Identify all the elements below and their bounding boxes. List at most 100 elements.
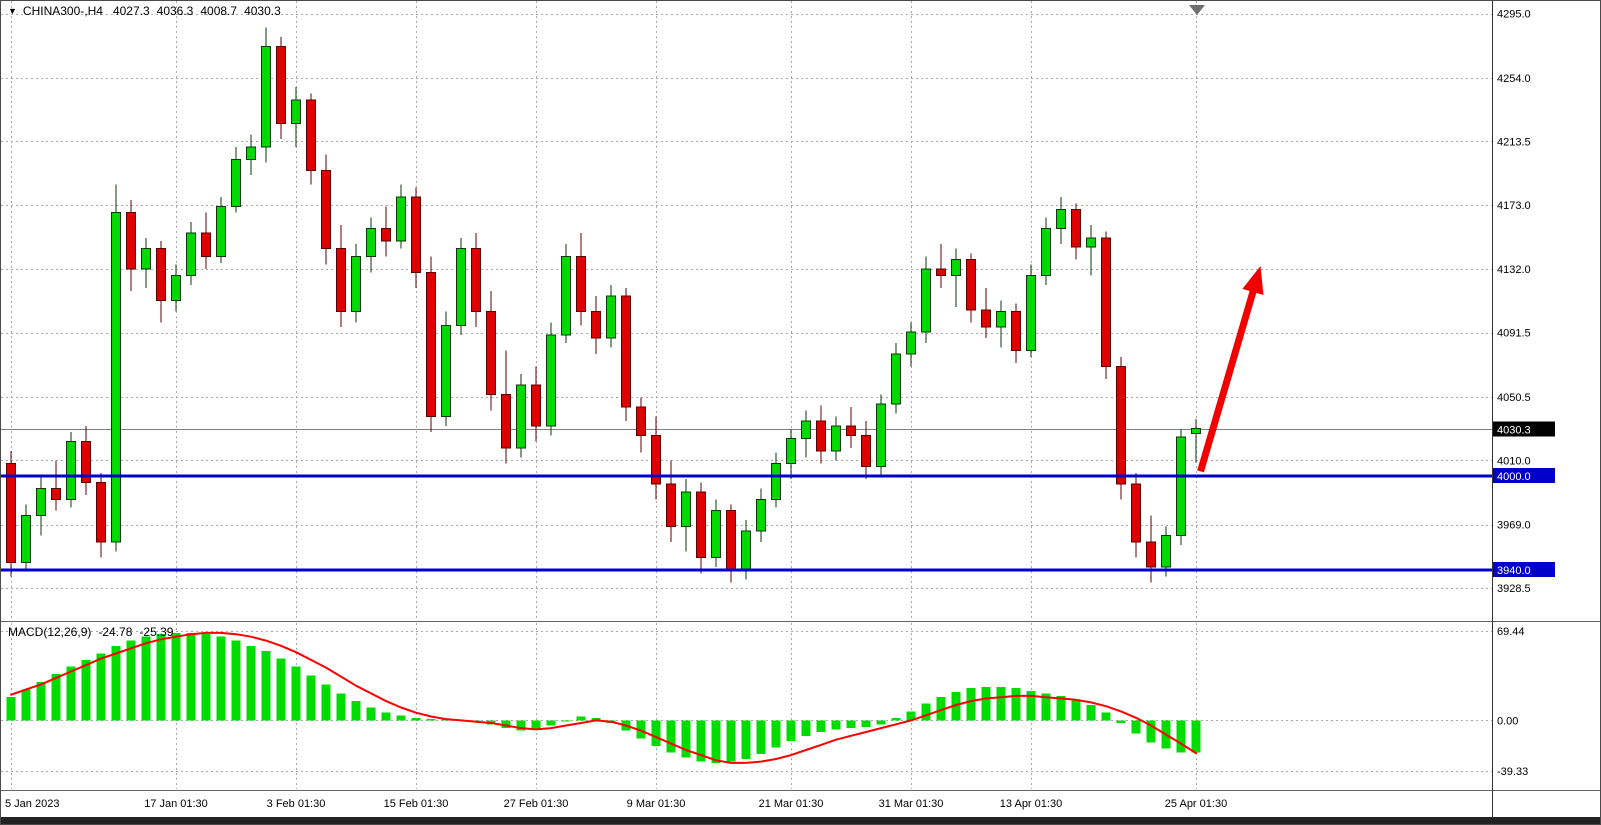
candle-body [1086, 237, 1096, 248]
price-tick-label: 3928.5 [1497, 583, 1531, 595]
macd-axis: 69.44 0.00 -39.33 [1497, 626, 1528, 778]
candle-body [396, 196, 406, 242]
macd-bar [21, 689, 31, 721]
time-tick-label: 25 Apr 01:30 [1165, 798, 1227, 810]
candle-body [471, 248, 481, 312]
price-tick-label: 4295.0 [1497, 9, 1531, 21]
time-tick-label: 15 Feb 01:30 [384, 798, 449, 810]
candle-body [666, 483, 676, 527]
macd-bar [951, 692, 961, 721]
macd-bar [1116, 720, 1126, 723]
candle-body [1131, 483, 1141, 543]
price-tick-label: 4254.0 [1497, 73, 1531, 85]
time-tick-label: 13 Apr 01:30 [1000, 798, 1062, 810]
macd-bar [66, 666, 76, 721]
macd-bar [246, 645, 256, 721]
macd-bar [996, 686, 1006, 721]
candle-body [366, 227, 376, 258]
candle-body [981, 309, 991, 328]
candle-body [321, 169, 331, 250]
candle-body [441, 325, 451, 418]
candle-body [591, 310, 601, 339]
time-tick-label: 31 Mar 01:30 [879, 798, 944, 810]
macd-bar [1191, 720, 1201, 753]
macd-bar [306, 675, 316, 721]
macd-bar [831, 720, 841, 730]
candle-body [831, 425, 841, 452]
candle-body [996, 310, 1006, 328]
macd-bar [726, 720, 736, 762]
macd-bar [426, 719, 436, 721]
candle-body [966, 259, 976, 311]
current-price-badge-label: 4030.3 [1497, 425, 1531, 437]
ohlc-high: 4036.3 [156, 4, 194, 18]
macd-bar [1086, 704, 1096, 721]
candle-body [291, 99, 301, 124]
candle-body [711, 510, 721, 559]
macd-bar [1071, 699, 1081, 721]
macd-bar [786, 720, 796, 741]
symbol-dropdown-icon[interactable]: ▼ [8, 6, 17, 16]
macd-bar [141, 636, 151, 721]
candle-body [651, 434, 661, 485]
trend-arrow-shaft[interactable] [1197, 286, 1258, 473]
macd-bar [876, 720, 886, 725]
macd-bar [561, 720, 571, 722]
candle-body [6, 463, 16, 563]
macd-bar [1131, 720, 1141, 734]
macd-bar [531, 720, 541, 730]
candle-body [81, 441, 91, 483]
candle-body [111, 212, 121, 543]
macd-bar [171, 632, 181, 721]
hline-price-badge-label: 4000.0 [1497, 471, 1531, 483]
candle-body [126, 212, 136, 270]
macd-bar [186, 632, 196, 721]
macd-bar [261, 650, 271, 721]
macd-bar [396, 715, 406, 721]
macd-bar [366, 707, 376, 721]
candle-body [936, 268, 946, 276]
candle-body [891, 353, 901, 405]
macd-bar [1011, 688, 1021, 721]
candle-body [351, 256, 361, 312]
macd-main-value: -24.78 [98, 625, 133, 639]
macd-bar [771, 720, 781, 748]
chart-shift-marker-icon [1189, 5, 1205, 15]
candle-body [816, 420, 826, 452]
candle-body [606, 295, 616, 339]
candlestick-series [6, 27, 1201, 583]
candle-body [951, 259, 961, 276]
candle-body [546, 334, 556, 427]
macd-bar [576, 716, 586, 721]
candle-body [801, 420, 811, 439]
candle-body [561, 256, 571, 336]
candle-body [1011, 310, 1021, 352]
macd-tick-label: -39.33 [1497, 766, 1528, 778]
macd-bar [291, 666, 301, 721]
candle-body [531, 384, 541, 427]
candle-body [876, 403, 886, 468]
window-bottom-edge [1, 817, 1600, 824]
symbol-timeframe-label: CHINA300-,H4 [22, 4, 103, 18]
time-tick-label: 5 Jan 2023 [5, 798, 59, 810]
macd-bar [1041, 693, 1051, 721]
macd-title: MACD(12,26,9) [8, 625, 92, 639]
macd-bar [6, 697, 16, 721]
time-tick-label: 21 Mar 01:30 [759, 798, 824, 810]
candle-body [36, 488, 46, 516]
symbol-header: ▼ CHINA300-,H4 4027.3 4036.3 4008.7 4030.3 [8, 4, 288, 18]
macd-bar [546, 720, 556, 726]
candle-body [1101, 237, 1111, 367]
price-tick-label: 4132.0 [1497, 264, 1531, 276]
price-tick-label: 4091.5 [1497, 328, 1531, 340]
time-tick-label: 27 Feb 01:30 [504, 798, 569, 810]
trend-arrow-head[interactable] [1242, 265, 1264, 295]
candle-body [216, 205, 226, 258]
current-price-badge [1493, 421, 1555, 437]
candle-body [96, 481, 106, 543]
macd-bar [156, 634, 166, 721]
candle-body [1176, 436, 1186, 537]
candle-body [501, 394, 511, 449]
